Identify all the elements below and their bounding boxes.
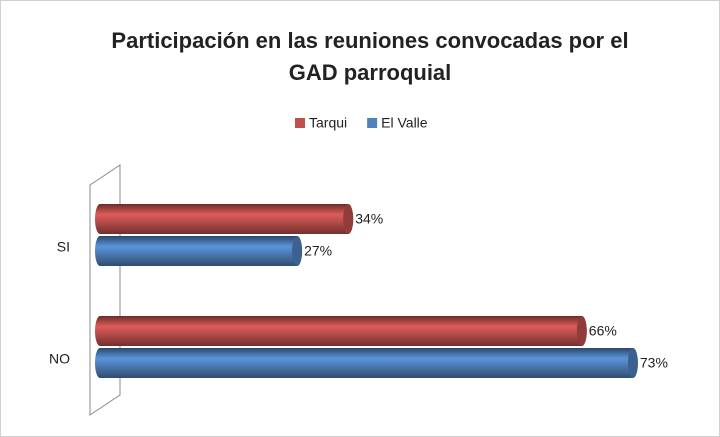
bar (95, 316, 587, 346)
bar (95, 236, 303, 266)
legend-swatch (367, 118, 378, 128)
data-label: 27% (304, 243, 332, 259)
data-label: 66% (589, 323, 617, 339)
y-tick-label: SI (57, 239, 70, 255)
legend-swatch (295, 118, 305, 128)
bar-cap (627, 348, 638, 378)
legend-label: El Valle (381, 115, 428, 131)
bar (95, 348, 638, 378)
legend-label: Tarqui (309, 115, 347, 131)
bar (95, 204, 354, 234)
data-label: 73% (640, 355, 668, 371)
bar-cap (343, 204, 354, 234)
chart-title: Participación en las reuniones convocada… (111, 28, 628, 85)
y-tick-label: NO (49, 351, 70, 367)
bar-cap (576, 316, 587, 346)
data-label: 34% (355, 211, 383, 227)
bar-cap (292, 236, 303, 266)
